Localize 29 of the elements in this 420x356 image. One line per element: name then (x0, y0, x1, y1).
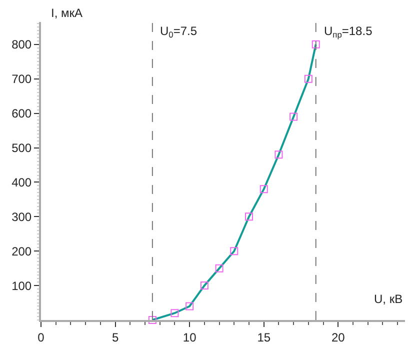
y-tick-label: 200 (12, 244, 32, 258)
point (274, 150, 283, 159)
x-tick-label: 10 (182, 330, 197, 344)
x-axis-title: U, кВ (374, 292, 403, 306)
y-tick-label: 500 (12, 140, 32, 155)
point (260, 185, 268, 194)
point (312, 40, 320, 48)
x-tick-label: 15 (257, 330, 271, 344)
y-tick-label: 300 (12, 210, 32, 224)
y-tick-label: 400 (12, 175, 32, 190)
x-tick-label: 0 (38, 330, 45, 344)
x-tick-label: 5 (112, 330, 119, 344)
point (200, 282, 208, 290)
point (170, 309, 179, 318)
point (148, 316, 156, 324)
x-tick-label: 20 (331, 330, 346, 344)
point (230, 247, 238, 256)
point (186, 302, 194, 310)
y-axis-title: I, мкА (51, 6, 83, 20)
ref-line-label: U$_{пр}$=18.5 (324, 24, 373, 40)
y-tick-label: 600 (12, 106, 32, 120)
y-tick-label: 700 (12, 72, 32, 86)
point (215, 264, 224, 272)
ref-line-label: U$_{0}$=7.5 (160, 24, 198, 40)
y-tick-label: 800 (12, 38, 32, 52)
point (304, 74, 312, 83)
y-tick-label: 100 (12, 278, 32, 293)
point (245, 212, 253, 221)
point (290, 112, 298, 121)
